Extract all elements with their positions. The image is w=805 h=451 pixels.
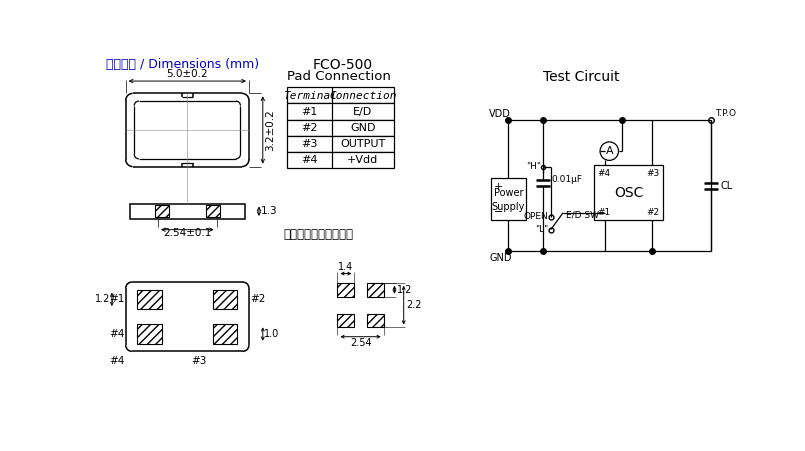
Text: #3: #3 [646, 169, 659, 178]
Text: 1.3: 1.3 [262, 206, 278, 216]
Bar [138, 290, 162, 309]
Text: #2: #2 [250, 294, 266, 304]
Text: 5.0±0.2: 5.0±0.2 [167, 69, 208, 79]
Text: #1: #1 [598, 207, 611, 216]
Text: 1.2: 1.2 [397, 285, 412, 295]
Bar [213, 324, 237, 344]
Text: FCO-500: FCO-500 [313, 58, 373, 72]
Text: 参考ランドパターン図: 参考ランドパターン図 [283, 228, 353, 241]
Text: T.P.O: T.P.O [715, 109, 736, 118]
Bar [594, 165, 663, 221]
Text: GND: GND [489, 253, 512, 263]
Text: OPEN: OPEN [524, 212, 548, 221]
Text: VDD: VDD [489, 109, 511, 119]
Text: CL: CL [720, 181, 733, 191]
Text: "H": "H" [526, 162, 541, 171]
Bar [213, 290, 237, 309]
Bar [287, 136, 394, 152]
Text: 2.54±0.1: 2.54±0.1 [163, 228, 212, 238]
Bar [287, 120, 394, 136]
Text: OSC: OSC [614, 186, 643, 200]
Text: Pad Connection: Pad Connection [287, 70, 391, 83]
Text: #4: #4 [109, 329, 124, 340]
Text: #1: #1 [109, 294, 124, 304]
Text: Power: Power [493, 188, 523, 198]
Bar [287, 103, 394, 120]
Text: #2: #2 [302, 123, 318, 133]
Text: "L": "L" [535, 225, 548, 234]
Bar [130, 203, 245, 219]
Text: A: A [605, 146, 613, 156]
Bar [367, 313, 384, 327]
Text: 0.01μF: 0.01μF [551, 175, 583, 184]
Bar [138, 324, 162, 344]
Text: GND: GND [350, 123, 376, 133]
Text: Supply: Supply [492, 202, 525, 212]
Text: +: + [493, 182, 503, 192]
Text: Test Circuit: Test Circuit [543, 70, 620, 84]
Bar [492, 178, 526, 221]
Bar [287, 152, 394, 168]
Text: #3: #3 [191, 355, 207, 366]
Text: 3.2±0.2: 3.2±0.2 [265, 110, 275, 151]
Text: −: − [493, 207, 503, 216]
Text: Terminal: Terminal [283, 91, 336, 101]
Text: #4: #4 [598, 169, 611, 178]
Text: 1.0: 1.0 [264, 329, 279, 340]
Text: #2: #2 [646, 207, 659, 216]
Text: #4: #4 [302, 156, 318, 166]
Text: E/D SW: E/D SW [566, 211, 599, 220]
Text: OUTPUT: OUTPUT [341, 139, 386, 149]
Text: Connection: Connection [329, 91, 397, 101]
Bar [287, 87, 394, 103]
Text: #1: #1 [302, 107, 318, 117]
Text: 1.4: 1.4 [338, 262, 353, 272]
Text: #4: #4 [109, 355, 124, 366]
Bar [367, 283, 384, 297]
Bar [155, 205, 169, 217]
Bar [206, 205, 220, 217]
Bar [182, 93, 192, 97]
Bar [337, 283, 354, 297]
Text: 2.54: 2.54 [350, 338, 371, 348]
Bar [337, 313, 354, 327]
Text: +Vdd: +Vdd [347, 156, 378, 166]
Text: 外形寸法 / Dimensions (mm): 外形寸法 / Dimensions (mm) [106, 58, 259, 71]
Bar [182, 163, 192, 166]
Text: #3: #3 [302, 139, 318, 149]
Text: E/D: E/D [353, 107, 373, 117]
Text: 1.2: 1.2 [95, 294, 110, 304]
Text: 2.2: 2.2 [406, 300, 422, 310]
